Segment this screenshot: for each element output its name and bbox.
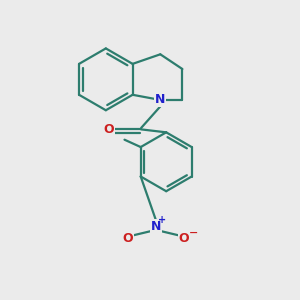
Text: −: −	[189, 228, 198, 238]
Text: N: N	[155, 93, 166, 106]
Text: O: O	[178, 232, 189, 245]
Text: +: +	[158, 215, 166, 225]
Text: O: O	[123, 232, 133, 245]
Text: O: O	[103, 123, 114, 136]
Text: N: N	[151, 220, 161, 233]
